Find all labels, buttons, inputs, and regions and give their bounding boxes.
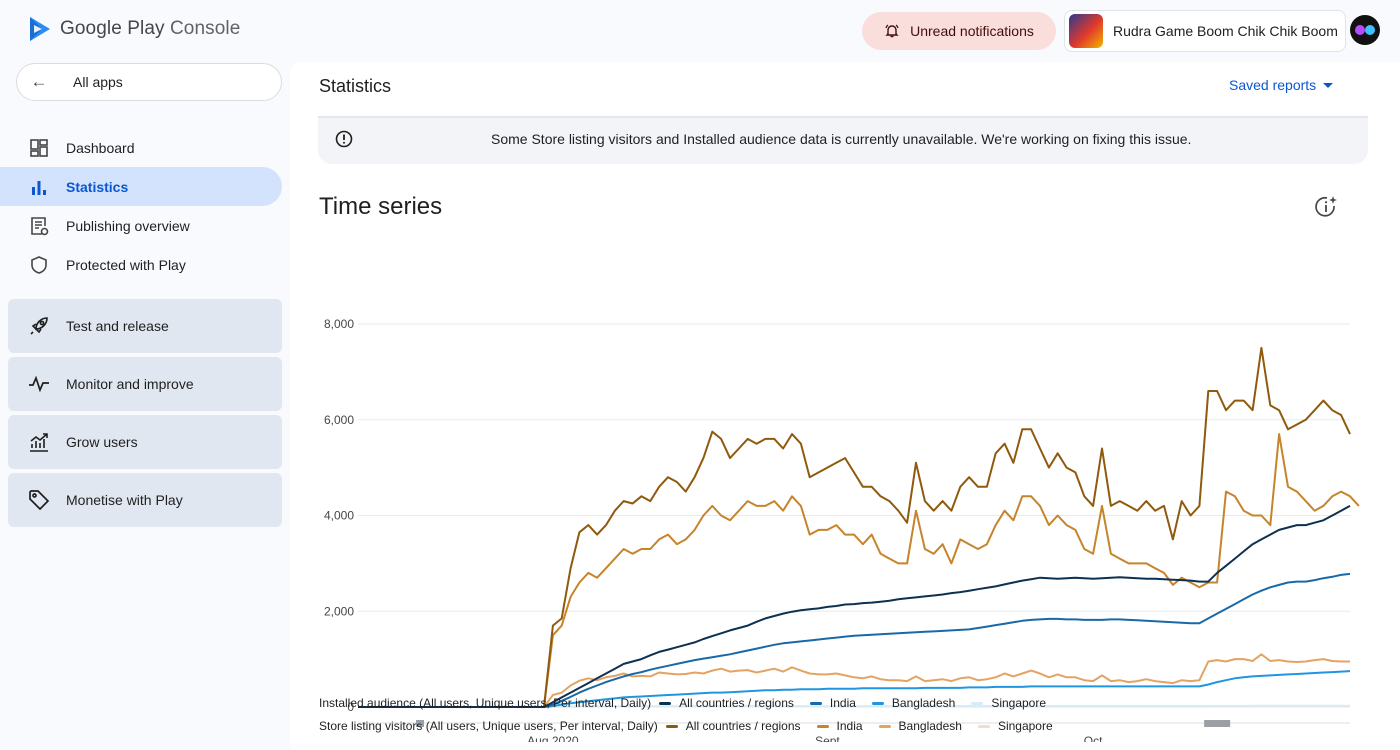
logo-text: Google Play Console xyxy=(60,18,241,39)
legend-item[interactable]: India xyxy=(816,719,863,733)
time-series-chart[interactable]: 8,000 6,000 4,000 2,000 0 Aug 2020 Sept Oct xyxy=(290,242,1400,742)
page-title: Statistics xyxy=(319,76,392,96)
x-tick-label: Aug 2020 xyxy=(527,734,579,742)
all-apps-button[interactable]: ← All apps xyxy=(16,63,282,101)
sidebar: ← All apps Dashboard Statistics Publishi… xyxy=(0,62,290,750)
y-tick-label: 6,000 xyxy=(324,413,354,427)
sidebar-section-label: Monetise with Play xyxy=(66,492,183,508)
annotation-marker xyxy=(416,720,424,727)
legend-item[interactable]: All countries / regions xyxy=(659,696,794,710)
app-selector[interactable]: Rudra Game Boom Chik Chik Boom xyxy=(1064,10,1346,52)
sidebar-section-test-and-release[interactable]: Test and release xyxy=(8,299,282,353)
sparkle-info-icon xyxy=(1315,196,1337,217)
sidebar-item-dashboard[interactable]: Dashboard xyxy=(0,128,282,167)
legend-item[interactable]: All countries / regions xyxy=(665,719,801,733)
sidebar-item-label: Dashboard xyxy=(66,139,135,156)
sidebar-item-statistics[interactable]: Statistics xyxy=(0,167,282,206)
all-apps-label: All apps xyxy=(73,74,123,90)
x-tick-label: Sept xyxy=(815,734,840,742)
app-name: Rudra Game Boom Chik Chik Boom xyxy=(1113,23,1338,39)
sidebar-item-label: Publishing overview xyxy=(66,217,190,234)
back-arrow-icon: ← xyxy=(30,72,48,91)
section-title: Time series xyxy=(319,193,443,220)
shield-icon xyxy=(0,255,66,275)
sidebar-section-label: Test and release xyxy=(66,318,169,334)
account-avatar[interactable] xyxy=(1350,15,1380,45)
legend-title-installed: Installed audience (All users, Unique us… xyxy=(319,696,652,710)
legend-swatch xyxy=(665,724,678,728)
bell-alert-icon xyxy=(885,24,899,38)
legend-swatch xyxy=(977,724,990,728)
y-tick-label: 8,000 xyxy=(324,317,354,331)
sidebar-item-publishing-overview[interactable]: Publishing overview xyxy=(0,206,282,245)
legend-store-listing-visitors: Store listing visitors (All users, Uniqu… xyxy=(319,719,1069,733)
data-unavailable-banner: Some Store listing visitors and Installe… xyxy=(318,116,1368,164)
pulse-icon xyxy=(8,373,66,395)
legend-item[interactable]: Bangladesh xyxy=(878,719,962,733)
bar-chart-icon xyxy=(0,177,66,197)
sidebar-section-monitor-and-improve[interactable]: Monitor and improve xyxy=(8,357,282,411)
google-play-console-logo[interactable]: Google Play Console xyxy=(28,16,240,42)
legend-item[interactable]: India xyxy=(809,696,856,710)
legend-swatch xyxy=(809,701,822,705)
sidebar-section-label: Grow users xyxy=(66,434,138,450)
info-alert-icon xyxy=(335,130,353,148)
series-line xyxy=(358,346,1351,708)
banner-text: Some Store listing visitors and Installe… xyxy=(491,131,1192,147)
sidebar-item-protected-with-play[interactable]: Protected with Play xyxy=(0,245,282,284)
notifications-label: Unread notifications xyxy=(910,23,1034,39)
legend-title-visitors: Store listing visitors (All users, Uniqu… xyxy=(319,719,658,733)
series-line xyxy=(358,505,1351,708)
tag-icon xyxy=(8,489,66,511)
sidebar-section-grow-users[interactable]: Grow users xyxy=(8,415,282,469)
saved-reports-dropdown[interactable]: Saved reports xyxy=(1229,77,1334,93)
top-bar: Google Play Console Unread notifications… xyxy=(0,0,1400,62)
growth-icon xyxy=(8,431,66,453)
annotation-marker xyxy=(1204,720,1231,727)
y-tick-label: 2,000 xyxy=(324,604,354,618)
legend-swatch xyxy=(816,724,829,728)
insights-button[interactable] xyxy=(1314,195,1338,224)
sidebar-section-monetise-with-play[interactable]: Monetise with Play xyxy=(8,473,282,527)
legend-swatch xyxy=(971,701,984,705)
legend-item[interactable]: Singapore xyxy=(977,719,1053,733)
dashboard-icon xyxy=(0,138,66,158)
legend-swatch xyxy=(878,724,891,728)
unread-notifications-button[interactable]: Unread notifications xyxy=(862,12,1056,50)
legend-installed-audience: Installed audience (All users, Unique us… xyxy=(319,696,1062,710)
publishing-icon xyxy=(0,216,66,236)
x-tick-label: Oct xyxy=(1084,734,1103,742)
sidebar-item-label: Statistics xyxy=(66,178,129,195)
legend-item[interactable]: Bangladesh xyxy=(871,696,955,710)
sidebar-item-label: Protected with Play xyxy=(66,256,186,273)
sidebar-section-label: Monitor and improve xyxy=(66,376,194,392)
caret-down-icon xyxy=(1323,83,1334,88)
rocket-icon xyxy=(8,315,66,337)
play-console-icon xyxy=(30,17,50,41)
main-panel: Statistics Saved reports Some Store list… xyxy=(290,62,1400,750)
app-icon xyxy=(1069,14,1103,48)
legend-item[interactable]: Singapore xyxy=(971,696,1046,710)
y-tick-label: 4,000 xyxy=(324,509,354,523)
legend-swatch xyxy=(659,701,672,705)
legend-swatch xyxy=(871,701,884,705)
saved-reports-label: Saved reports xyxy=(1229,77,1317,93)
series-line xyxy=(358,433,1360,708)
y-tick-label: 0 xyxy=(347,700,354,714)
